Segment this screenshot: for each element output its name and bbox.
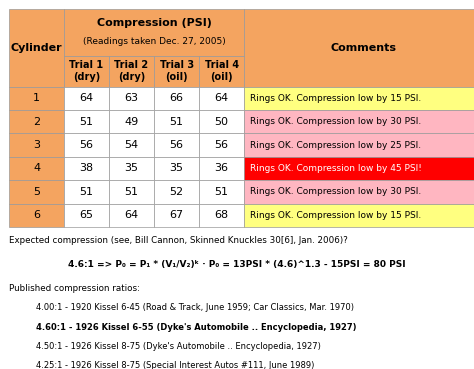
Text: Compression (PSI): Compression (PSI) — [97, 18, 211, 28]
Bar — [199, 86, 244, 110]
Text: 1: 1 — [33, 93, 40, 103]
Text: Trial 3
(oil): Trial 3 (oil) — [160, 61, 193, 82]
Text: 51: 51 — [80, 117, 93, 127]
Bar — [9, 157, 64, 180]
Text: Rings OK. Compression low by 25 PSI.: Rings OK. Compression low by 25 PSI. — [250, 141, 421, 149]
Bar — [64, 133, 109, 157]
Bar — [154, 180, 199, 204]
Text: Trial 2
(dry): Trial 2 (dry) — [115, 61, 148, 82]
Text: Trial 4
(oil): Trial 4 (oil) — [205, 61, 238, 82]
Bar — [9, 133, 64, 157]
Bar — [199, 157, 244, 180]
Bar — [64, 157, 109, 180]
Bar — [64, 110, 109, 133]
Bar — [199, 204, 244, 227]
Text: 36: 36 — [215, 163, 228, 173]
Text: (Readings taken Dec. 27, 2005): (Readings taken Dec. 27, 2005) — [82, 38, 226, 46]
Bar — [199, 110, 244, 133]
Text: Trial 1
(dry): Trial 1 (dry) — [70, 61, 103, 82]
Text: 4.50:1 - 1926 Kissel 8-75 (Dyke's Automobile .. Encyclopedia, 1927): 4.50:1 - 1926 Kissel 8-75 (Dyke's Automo… — [36, 342, 320, 351]
Text: 3: 3 — [33, 140, 40, 150]
Bar — [244, 180, 474, 204]
Bar — [244, 204, 474, 227]
Bar — [9, 180, 64, 204]
Text: 64: 64 — [125, 210, 138, 220]
Bar — [109, 204, 154, 227]
Text: 54: 54 — [125, 140, 138, 150]
Bar — [199, 180, 244, 204]
Text: Rings OK. Compression low by 15 PSI.: Rings OK. Compression low by 15 PSI. — [250, 94, 421, 103]
Bar — [244, 133, 474, 157]
Bar — [154, 133, 199, 157]
Bar — [109, 157, 154, 180]
Text: 56: 56 — [215, 140, 228, 150]
Bar — [244, 9, 474, 86]
Bar — [154, 204, 199, 227]
Bar — [154, 56, 199, 86]
Text: 4.25:1 - 1926 Kissel 8-75 (Special Interest Autos #111, June 1989): 4.25:1 - 1926 Kissel 8-75 (Special Inter… — [36, 361, 314, 369]
Text: 66: 66 — [170, 93, 183, 103]
Bar — [199, 133, 244, 157]
Text: 51: 51 — [215, 187, 228, 197]
Bar — [109, 56, 154, 86]
Text: 4.00:1 - 1920 Kissel 6-45 (Road & Track, June 1959; Car Classics, Mar. 1970): 4.00:1 - 1920 Kissel 6-45 (Road & Track,… — [36, 303, 354, 312]
Text: 35: 35 — [170, 163, 183, 173]
Text: Rings OK. Compression low by 45 PSI!: Rings OK. Compression low by 45 PSI! — [250, 164, 422, 173]
Text: 65: 65 — [80, 210, 93, 220]
Text: 68: 68 — [215, 210, 228, 220]
Text: 49: 49 — [124, 117, 139, 127]
Text: 51: 51 — [125, 187, 138, 197]
Text: Rings OK. Compression low by 30 PSI.: Rings OK. Compression low by 30 PSI. — [250, 187, 421, 196]
Text: 4.60:1 - 1926 Kissel 6-55 (Dyke's Automobile .. Encyclopedia, 1927): 4.60:1 - 1926 Kissel 6-55 (Dyke's Automo… — [36, 323, 356, 331]
Text: Cylinder: Cylinder — [11, 43, 63, 53]
Text: 56: 56 — [80, 140, 93, 150]
Text: 52: 52 — [170, 187, 183, 197]
Bar — [64, 204, 109, 227]
Bar — [9, 9, 64, 86]
Bar — [64, 56, 109, 86]
Bar — [244, 86, 474, 110]
Bar — [244, 157, 474, 180]
Bar — [109, 133, 154, 157]
Text: Expected compression (see, Bill Cannon, Skinned Knuckles 30[6], Jan. 2006)?: Expected compression (see, Bill Cannon, … — [9, 236, 348, 245]
Text: 51: 51 — [170, 117, 183, 127]
Text: Published compression ratios:: Published compression ratios: — [9, 284, 140, 293]
Text: 64: 64 — [80, 93, 93, 103]
Bar — [64, 86, 109, 110]
Text: 38: 38 — [80, 163, 93, 173]
Text: 4.6:1 => P₀ = P₁ * (V₁/V₂)ᵏ · P₀ = 13PSI * (4.6)^1.3 - 15PSI = 80 PSI: 4.6:1 => P₀ = P₁ * (V₁/V₂)ᵏ · P₀ = 13PSI… — [68, 260, 406, 269]
Text: Rings OK. Compression low by 15 PSI.: Rings OK. Compression low by 15 PSI. — [250, 211, 421, 220]
Bar — [199, 56, 244, 86]
Bar — [154, 86, 199, 110]
Bar — [64, 9, 244, 56]
Bar — [9, 110, 64, 133]
Text: 51: 51 — [80, 187, 93, 197]
Bar — [154, 110, 199, 133]
Bar — [9, 204, 64, 227]
Bar — [109, 110, 154, 133]
Text: 64: 64 — [215, 93, 228, 103]
Text: 2: 2 — [33, 117, 40, 127]
Bar — [244, 110, 474, 133]
Bar — [9, 86, 64, 110]
Text: 63: 63 — [125, 93, 138, 103]
Text: 50: 50 — [215, 117, 228, 127]
Text: Comments: Comments — [331, 43, 397, 53]
Text: Rings OK. Compression low by 30 PSI.: Rings OK. Compression low by 30 PSI. — [250, 117, 421, 126]
Text: 67: 67 — [170, 210, 183, 220]
Text: 35: 35 — [125, 163, 138, 173]
Text: 4: 4 — [33, 163, 40, 173]
Text: 5: 5 — [33, 187, 40, 197]
Bar — [109, 86, 154, 110]
Bar — [64, 180, 109, 204]
Bar — [109, 180, 154, 204]
Text: 56: 56 — [170, 140, 183, 150]
Text: 6: 6 — [33, 210, 40, 220]
Bar — [154, 157, 199, 180]
